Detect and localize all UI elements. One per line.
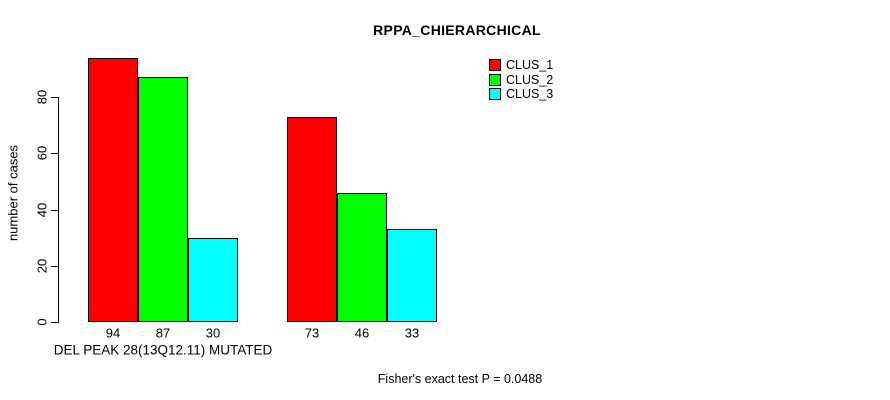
legend-item-clus_2: CLUS_2	[489, 73, 553, 88]
bar-value-label: 94	[105, 325, 121, 341]
y-axis-tick	[51, 153, 58, 154]
y-axis-tick	[51, 266, 58, 267]
y-axis-line	[58, 97, 59, 323]
y-axis-label: number of cases	[5, 144, 21, 242]
legend-item-clus_3: CLUS_3	[489, 87, 553, 102]
legend-swatch-icon	[489, 73, 501, 86]
legend-swatch-icon	[489, 59, 501, 72]
bar-value-label: 33	[404, 325, 420, 341]
y-axis-tick-label: 20	[34, 258, 50, 274]
bar-clus_3-group1	[188, 238, 238, 322]
legend-label: CLUS_2	[506, 72, 554, 87]
bar-clus_3-group2	[387, 229, 437, 322]
y-axis-tick	[51, 210, 58, 211]
bar-value-label: 73	[304, 325, 320, 341]
legend-label: CLUS_1	[506, 58, 554, 73]
legend-item-clus_1: CLUS_1	[489, 58, 553, 73]
legend: CLUS_1 CLUS_2 CLUS_3	[489, 58, 553, 102]
chart-title: RPPA_CHIERARCHICAL	[373, 22, 541, 38]
y-axis-tick-label: 40	[34, 202, 50, 218]
bar-clus_2-group1	[138, 77, 188, 322]
bar-value-label: 87	[155, 325, 171, 341]
y-axis-tick	[51, 97, 58, 98]
legend-label: CLUS_3	[506, 87, 554, 102]
y-axis-tick-label: 80	[34, 89, 50, 105]
bar-value-label: 30	[205, 325, 221, 341]
bar-clus_1-group2	[287, 117, 337, 322]
x-axis-label: DEL PEAK 28(13Q12.11) MUTATED	[53, 342, 273, 358]
y-axis-tick-label: 0	[34, 318, 50, 326]
bar-clus_2-group2	[337, 193, 387, 322]
y-axis-tick-label: 60	[34, 145, 50, 161]
y-axis-tick	[51, 322, 58, 323]
annotation-fisher-test: Fisher's exact test P = 0.0488	[377, 372, 543, 386]
legend-swatch-icon	[489, 88, 501, 101]
bar-value-label: 46	[354, 325, 370, 341]
bar-clus_1-group1	[88, 58, 138, 322]
